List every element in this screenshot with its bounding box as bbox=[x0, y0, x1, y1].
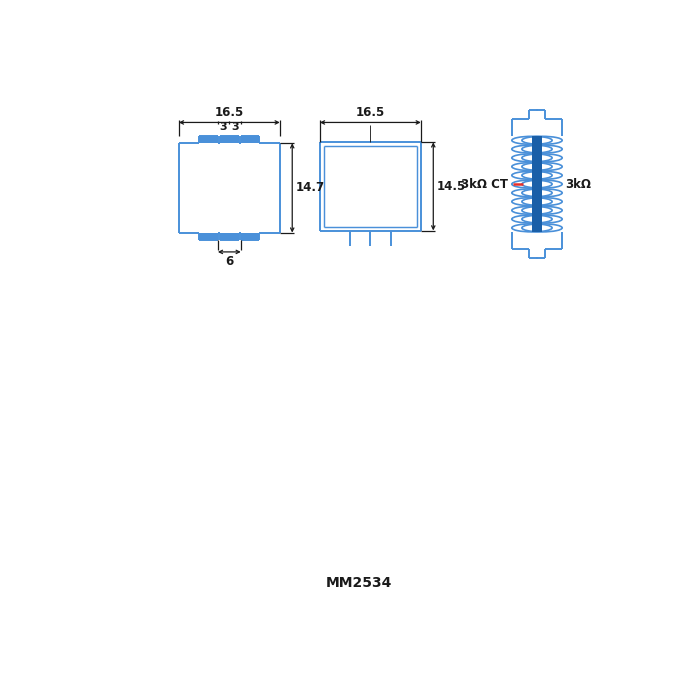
Bar bbox=[241, 232, 259, 239]
Text: 3: 3 bbox=[220, 122, 228, 132]
Bar bbox=[241, 136, 259, 144]
Bar bbox=[199, 232, 218, 239]
Bar bbox=[532, 136, 542, 232]
Text: 16.5: 16.5 bbox=[215, 106, 244, 120]
Text: 16.5: 16.5 bbox=[356, 106, 385, 120]
Bar bbox=[532, 136, 542, 232]
Text: 3kΩ CT: 3kΩ CT bbox=[461, 178, 508, 190]
Text: MM2534: MM2534 bbox=[326, 576, 392, 590]
Bar bbox=[199, 136, 218, 144]
Bar bbox=[220, 232, 239, 239]
Text: 3kΩ: 3kΩ bbox=[566, 178, 592, 190]
Text: 6: 6 bbox=[225, 255, 233, 268]
Bar bbox=[220, 136, 239, 144]
Text: 3: 3 bbox=[231, 122, 239, 132]
Text: 14.5: 14.5 bbox=[436, 180, 466, 193]
Text: 14.7: 14.7 bbox=[295, 181, 325, 195]
